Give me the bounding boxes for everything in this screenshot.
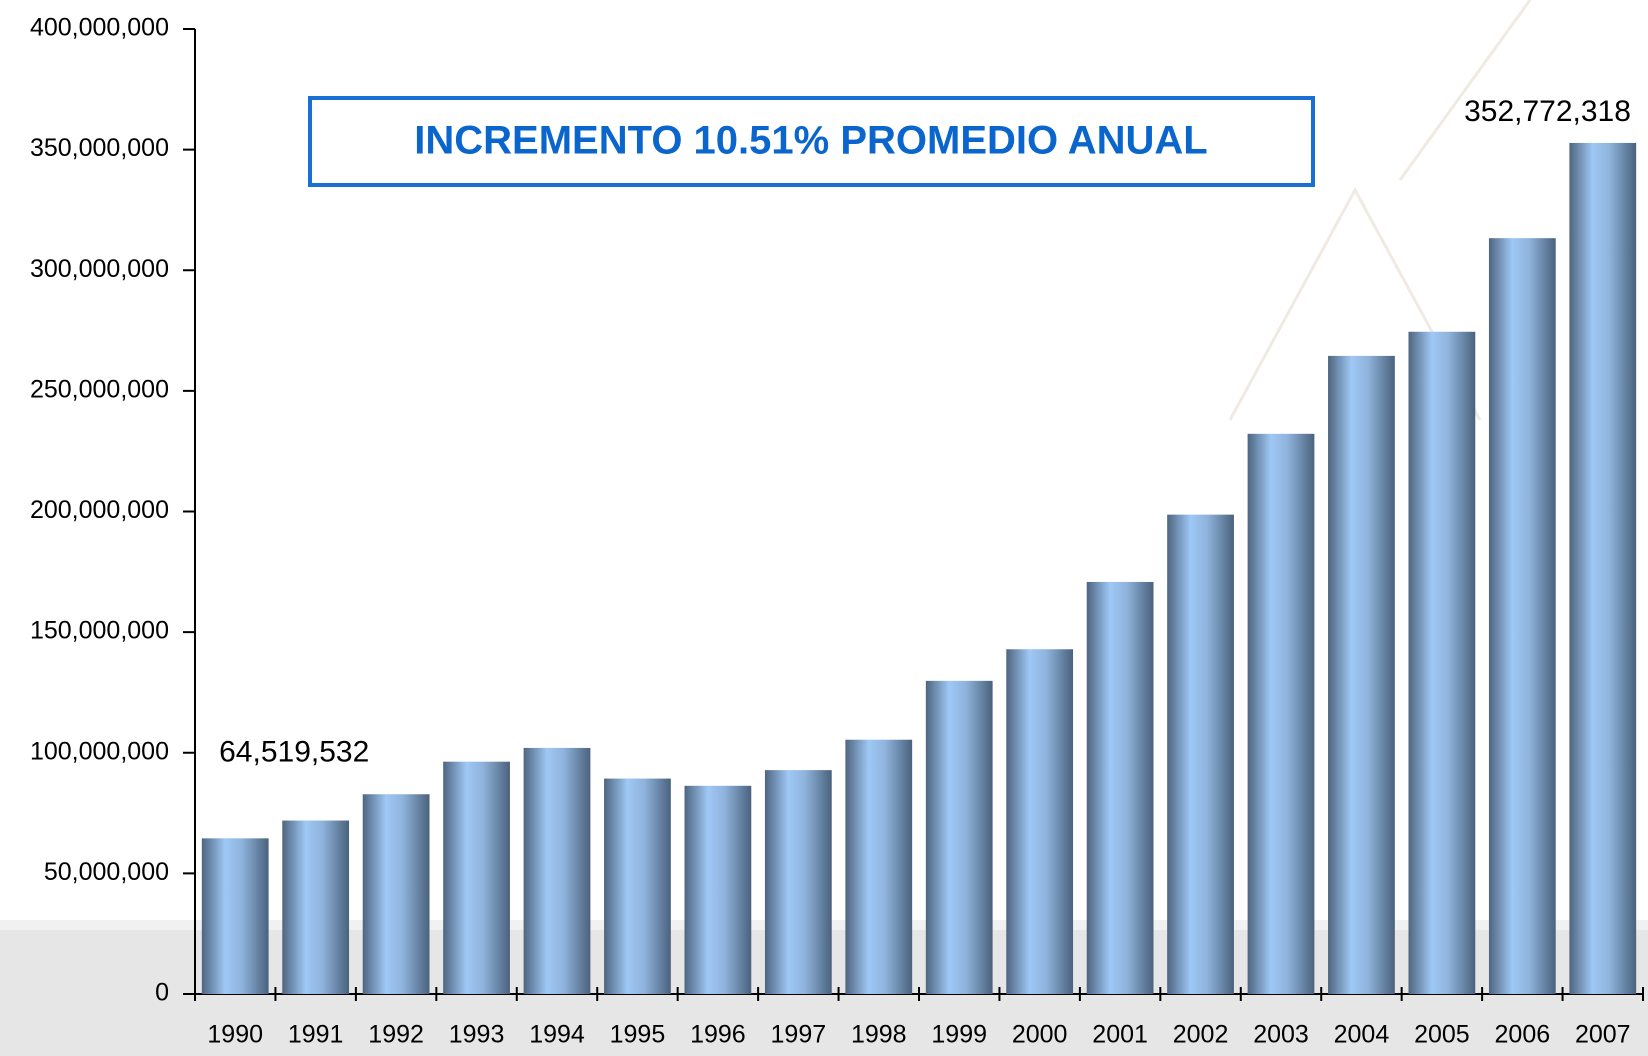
x-tick-label: 1997	[771, 1021, 827, 1049]
x-tick-label: 1996	[690, 1021, 746, 1049]
y-tick-label: 0	[155, 979, 169, 1007]
bar	[845, 739, 913, 994]
x-tick-label: 2005	[1414, 1021, 1470, 1049]
x-tick-label: 2003	[1253, 1021, 1309, 1049]
y-tick-label: 50,000,000	[44, 858, 169, 886]
x-tick-label: 2000	[1012, 1021, 1068, 1049]
x-tick-label: 1993	[449, 1021, 505, 1049]
data-label: 352,772,318	[1464, 95, 1631, 128]
bar	[1488, 238, 1556, 994]
x-tick-label: 1991	[288, 1021, 344, 1049]
y-tick-label: 350,000,000	[30, 134, 169, 162]
bar	[523, 747, 591, 994]
x-tick-label: 2006	[1495, 1021, 1551, 1049]
y-tick-label: 250,000,000	[30, 375, 169, 403]
bar	[925, 680, 993, 994]
y-tick-label: 300,000,000	[30, 255, 169, 283]
x-tick-label: 2001	[1092, 1021, 1148, 1049]
annotation-box	[308, 96, 1315, 187]
x-tick-label: 1994	[529, 1021, 585, 1049]
bar	[1086, 581, 1154, 994]
y-tick-label: 100,000,000	[30, 737, 169, 765]
y-tick-label: 400,000,000	[30, 14, 169, 42]
x-tick-label: 1992	[368, 1021, 424, 1049]
x-tick-label: 2004	[1334, 1021, 1390, 1049]
x-tick-label: 2002	[1173, 1021, 1229, 1049]
y-tick-label: 150,000,000	[30, 617, 169, 645]
bar	[1167, 514, 1234, 994]
x-tick-label: 1990	[207, 1021, 263, 1049]
bar	[1247, 433, 1315, 994]
background-decoration	[1398, 0, 1532, 181]
data-label: 64,519,532	[219, 735, 369, 768]
x-tick-label: 2007	[1575, 1021, 1631, 1049]
bar	[1408, 331, 1476, 994]
bar	[443, 761, 510, 994]
bar	[764, 770, 832, 994]
x-tick-label: 1998	[851, 1021, 907, 1049]
bar	[282, 820, 350, 994]
y-tick-label: 200,000,000	[30, 496, 169, 524]
bar	[684, 785, 752, 994]
bar	[604, 778, 671, 994]
x-tick-label: 1995	[610, 1021, 666, 1049]
bar	[1006, 649, 1074, 994]
x-tick-label: 1999	[931, 1021, 987, 1049]
bar	[1569, 142, 1637, 995]
annotation: INCREMENTO 10.51% PROMEDIO ANUAL	[414, 119, 1207, 163]
bar	[362, 794, 430, 994]
bar	[1328, 355, 1395, 994]
bar	[201, 838, 269, 994]
